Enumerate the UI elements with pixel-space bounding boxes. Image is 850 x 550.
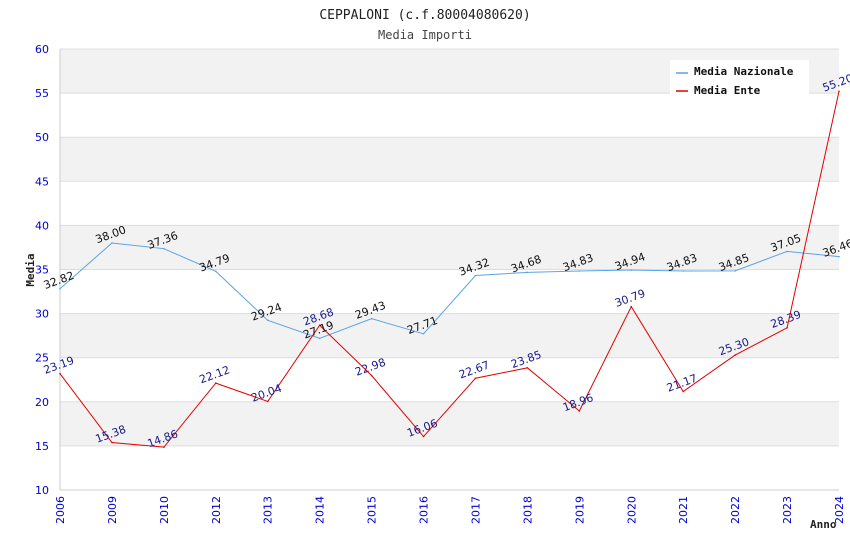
y-tick-label: 35: [35, 264, 49, 277]
grid-band: [60, 357, 839, 402]
series-media-nazionale: [59, 242, 840, 340]
y-tick-label: 50: [35, 131, 49, 144]
data-point-media-nazionale: [578, 270, 581, 272]
data-point-media-nazionale: [111, 242, 113, 244]
data-point-media-nazionale: [266, 319, 269, 322]
series-media-ente: [59, 90, 840, 448]
data-point-media-nazionale: [474, 274, 477, 277]
x-tick-label: 2012: [210, 496, 223, 524]
data-point-media-ente: [630, 305, 633, 308]
data-point-media-nazionale: [682, 270, 684, 272]
data-point-media-ente: [682, 390, 684, 393]
data-point-media-ente: [111, 441, 113, 444]
x-tick-label: 2014: [314, 496, 327, 524]
grid-band: [60, 93, 839, 138]
y-tick-label: 15: [35, 440, 49, 453]
data-point-media-nazionale: [422, 332, 425, 335]
y-tick-label: 45: [35, 175, 49, 188]
data-point-media-ente: [318, 324, 321, 327]
data-point-media-nazionale: [163, 247, 165, 250]
x-tick-label: 2006: [54, 496, 67, 524]
x-tick-label: 2022: [729, 496, 742, 524]
data-point-media-ente: [163, 446, 165, 448]
data-point-media-ente: [474, 377, 477, 380]
y-tick-label: 55: [35, 87, 49, 100]
x-tick-label: 2016: [418, 496, 431, 524]
grid-band: [60, 313, 839, 358]
x-tick-label: 2021: [677, 496, 690, 524]
x-tick-label: 2024: [833, 496, 846, 524]
chart-title: CEPPALONI (c.f.80004080620): [319, 8, 530, 23]
x-axis-title: Anno: [810, 518, 837, 531]
data-point-media-ente: [734, 354, 736, 356]
data-point-media-nazionale: [838, 255, 840, 258]
data-point-media-ente: [266, 400, 269, 403]
data-point-media-ente: [370, 374, 373, 377]
x-tick-label: 2019: [573, 496, 586, 524]
data-point-media-nazionale: [215, 270, 217, 273]
legend: Media Nazionale Media Ente: [670, 60, 809, 97]
grid-band: [60, 445, 839, 490]
x-tick-label: 2023: [781, 496, 794, 524]
y-tick-label: 10: [35, 484, 49, 497]
data-point-media-nazionale: [630, 269, 633, 271]
series-line-media-ente: [59, 91, 840, 448]
axes: [59, 49, 839, 491]
legend-box: [670, 60, 809, 96]
x-tick-label: 2015: [366, 496, 379, 524]
y-axis-title: Media: [24, 253, 37, 286]
x-tick-label: 2018: [521, 496, 534, 524]
grid-band: [60, 269, 839, 314]
grid-band: [60, 137, 839, 182]
grid-band: [60, 181, 839, 226]
legend-label-media-nazionale: Media Nazionale: [694, 65, 794, 78]
grid-band: [60, 401, 839, 446]
data-point-media-ente: [838, 90, 840, 93]
y-tick-label: 25: [35, 352, 49, 365]
x-tick-label: 2017: [469, 496, 482, 524]
data-point-media-ente: [59, 372, 61, 375]
data-point-media-nazionale: [370, 317, 373, 320]
x-tick-label: 2013: [262, 496, 275, 524]
chart-subtitle: Media Importi: [378, 28, 472, 42]
y-tick-label: 40: [35, 219, 49, 232]
series-line-media-nazionale: [59, 242, 840, 339]
y-tick-label: 30: [35, 308, 49, 321]
data-point-media-nazionale: [734, 270, 736, 272]
x-tick-label: 2020: [625, 496, 638, 524]
data-point-media-nazionale: [59, 287, 61, 290]
y-tick-labels: 10 15 20 25 30 35 40 45 50 55 60: [35, 43, 49, 497]
data-point-media-ente: [422, 435, 425, 438]
x-tick-label: 2009: [106, 496, 119, 524]
y-tick-label: 20: [35, 396, 49, 409]
data-point-media-nazionale: [786, 250, 788, 253]
y-tick-label: 60: [35, 43, 49, 56]
data-point-media-nazionale: [526, 271, 529, 274]
legend-label-media-ente: Media Ente: [694, 84, 761, 97]
data-point-media-nazionale: [318, 337, 321, 340]
data-point-media-ente: [215, 382, 217, 384]
data-point-media-ente: [526, 367, 529, 369]
data-point-media-ente: [786, 327, 788, 329]
grid-bands: [60, 49, 839, 490]
x-tick-label: 2010: [158, 496, 171, 524]
x-tick-labels: 2006 2009 2010 2012 2013 2014 2015 2016 2017 2018…: [54, 496, 846, 524]
grid-band: [60, 225, 839, 270]
data-point-media-ente: [578, 410, 581, 412]
